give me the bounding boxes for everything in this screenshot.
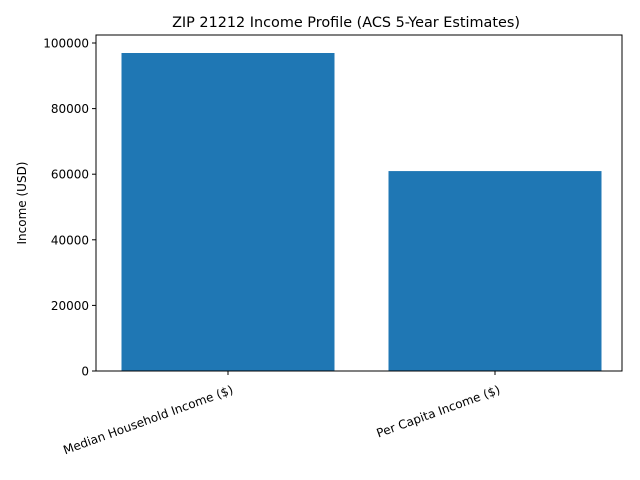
- y-tick-label: 60000: [51, 168, 89, 182]
- bar-1: [388, 171, 602, 371]
- chart-title: ZIP 21212 Income Profile (ACS 5-Year Est…: [172, 15, 520, 31]
- y-tick-label: 0: [81, 365, 89, 379]
- y-tick-label: 100000: [43, 37, 89, 51]
- x-tick-label: Per Capita Income ($): [375, 383, 502, 441]
- plot-area-frame: [95, 34, 623, 372]
- bars: [121, 53, 602, 372]
- y-axis-label: Income (USD): [15, 162, 29, 245]
- y-axis: 0 20000 40000 60000 80000 100000: [43, 37, 96, 379]
- y-tick-label: 80000: [51, 102, 89, 116]
- y-tick-label: 20000: [51, 299, 89, 313]
- x-tick-label: Median Household Income ($): [61, 383, 235, 458]
- y-tick-label: 40000: [51, 233, 89, 247]
- bar-0: [121, 53, 335, 372]
- x-axis: Median Household Income ($) Per Capita In…: [61, 371, 502, 457]
